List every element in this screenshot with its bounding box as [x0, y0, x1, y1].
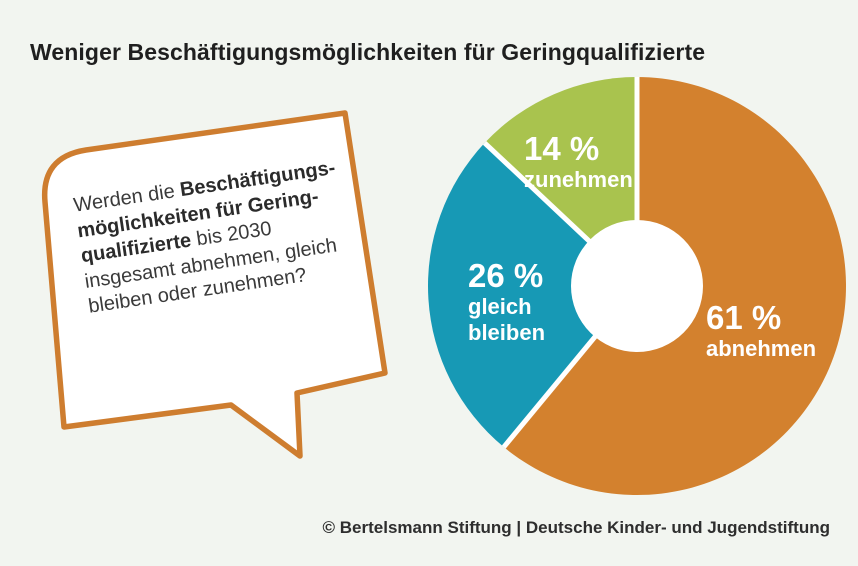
speech-bubble-shape: [41, 110, 388, 459]
pie-slice-gleich-bleiben: [428, 142, 637, 448]
slice-label-gleich-bleiben: 26 % gleich bleiben: [468, 257, 545, 345]
donut-hole: [571, 220, 703, 352]
slice-label-abnehmen: 61 % abnehmen: [706, 299, 816, 361]
page-title: Weniger Beschäftigungsmöglichkeiten für …: [30, 39, 706, 66]
donut-chart: 61 % abnehmen 26 % gleich bleiben 14 % zunehme…: [428, 77, 847, 496]
slice-label-zunehmen: 14 % zunehmen: [524, 130, 633, 192]
footer-credit: © Bertelsmann Stiftung | Deutsche Kinder…: [322, 518, 830, 537]
